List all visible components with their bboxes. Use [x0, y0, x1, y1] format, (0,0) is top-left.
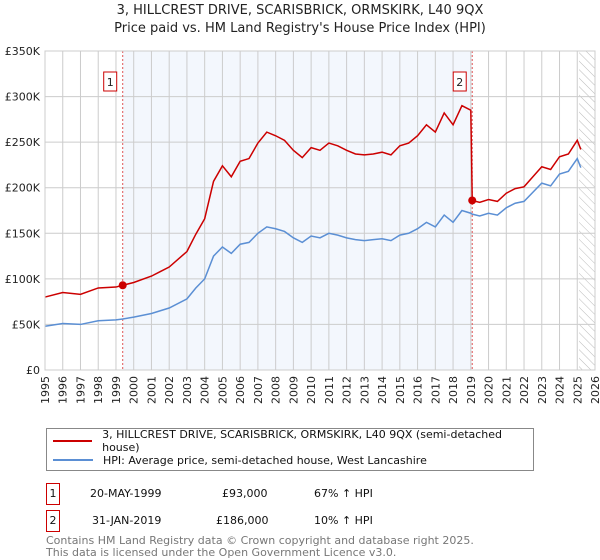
sale-point	[118, 281, 127, 290]
x-tick-label: 2023	[536, 376, 549, 404]
x-tick-label: 2002	[163, 376, 176, 404]
x-tick-label: 1995	[39, 376, 52, 404]
chart-title: 3, HILLCREST DRIVE, SCARISBRICK, ORMSKIR…	[116, 3, 484, 18]
future-hatch	[579, 51, 595, 370]
x-tick-label: 1996	[57, 376, 70, 404]
y-tick-label: £300K	[5, 91, 41, 104]
y-tick-label: £250K	[5, 136, 41, 149]
legend-item-hpi: HPI: Average price, semi-detached house,…	[47, 451, 427, 469]
sale-date: 31-JAN-2019	[92, 514, 162, 527]
x-tick-label: 2003	[181, 376, 194, 404]
legend-label: HPI: Average price, semi-detached house,…	[103, 453, 427, 467]
footer-line2: This data is licensed under the Open Gov…	[46, 546, 397, 559]
legend-item-property: 3, HILLCREST DRIVE, SCARISBRICK, ORMSKIR…	[47, 428, 533, 454]
sale-badge: 2	[46, 510, 60, 532]
chart-subtitle: Price paid vs. HM Land Registry's House …	[114, 21, 486, 36]
owned-period-shading	[122, 51, 473, 370]
y-tick-label: £150K	[5, 227, 41, 240]
x-tick-label: 2007	[252, 376, 265, 404]
sale-date: 20-MAY-1999	[90, 487, 162, 500]
annotation-label: 1	[107, 76, 114, 89]
x-tick-label: 2021	[500, 376, 513, 404]
x-tick-label: 2019	[465, 376, 478, 404]
legend-swatch	[53, 440, 93, 442]
x-tick-label: 2008	[270, 376, 283, 404]
x-tick-label: 2006	[234, 376, 247, 404]
x-tick-label: 2010	[305, 376, 318, 404]
sale-badge: 1	[46, 483, 60, 505]
x-tick-label: 2025	[571, 376, 584, 404]
price-chart: 1995 1996 1997 1998 1999 2000 2001 2002 2003 2004…	[5, 45, 600, 404]
annotation-box	[452, 71, 467, 92]
x-tick-label: 2024	[554, 376, 567, 404]
sale-hpi: 10% ↑ HPI	[314, 514, 373, 527]
legend: 3, HILLCREST DRIVE, SCARISBRICK, ORMSKIR…	[46, 428, 534, 471]
sale-hpi: 67% ↑ HPI	[314, 487, 373, 500]
x-tick-label: 2020	[483, 376, 496, 404]
annotation-label: 2	[456, 76, 463, 89]
x-tick-label: 2005	[216, 376, 229, 404]
x-tick-label: 2018	[447, 376, 460, 404]
x-tick-label: 2016	[412, 376, 425, 404]
y-tick-label: £100K	[5, 273, 41, 286]
sale-point	[468, 196, 477, 205]
footer-line1: Contains HM Land Registry data © Crown c…	[46, 534, 474, 547]
plot-frame	[44, 50, 596, 371]
y-tick-label: £200K	[5, 182, 41, 195]
y-tick-label: £50K	[12, 318, 41, 331]
y-tick-label: £0	[26, 364, 40, 377]
sale-price: £186,000	[216, 514, 269, 527]
x-tick-label: 2017	[429, 376, 442, 404]
y-tick-label: £350K	[5, 45, 41, 58]
legend-label: 3, HILLCREST DRIVE, SCARISBRICK, ORMSKIR…	[102, 428, 503, 454]
x-tick-label: 2009	[287, 376, 300, 404]
x-tick-label: 1998	[92, 376, 105, 404]
x-tick-label: 2012	[341, 376, 354, 404]
x-tick-label: 2013	[358, 376, 371, 404]
series-line	[44, 104, 582, 298]
x-tick-label: 2026	[589, 376, 600, 404]
annotation-box	[103, 71, 118, 92]
x-tick-label: 2015	[394, 376, 407, 404]
x-tick-label: 2000	[128, 376, 141, 404]
sale-price: £93,000	[222, 487, 268, 500]
x-tick-label: 2011	[323, 376, 336, 404]
x-tick-label: 2014	[376, 376, 389, 404]
x-tick-label: 1999	[110, 376, 123, 404]
x-tick-label: 2004	[199, 376, 212, 404]
x-tick-label: 2001	[145, 376, 158, 404]
series-line	[44, 156, 582, 327]
x-tick-label: 2022	[518, 376, 531, 404]
legend-swatch	[53, 459, 93, 461]
x-tick-label: 1997	[74, 376, 87, 404]
